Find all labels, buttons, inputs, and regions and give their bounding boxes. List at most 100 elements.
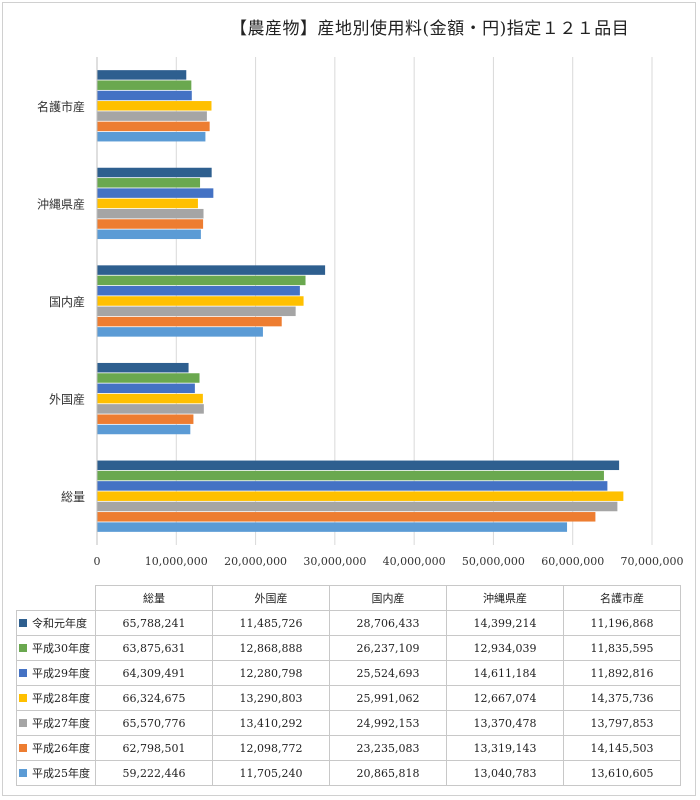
bar bbox=[97, 70, 187, 80]
table-cell: 12,098,772 bbox=[212, 735, 330, 761]
bar bbox=[97, 208, 204, 219]
bar bbox=[97, 80, 192, 90]
bar bbox=[97, 121, 210, 132]
bar bbox=[97, 481, 608, 491]
legend-label: 平成28年度 bbox=[32, 692, 90, 705]
legend-key bbox=[19, 644, 27, 652]
legend-key bbox=[19, 619, 27, 627]
legend-key bbox=[19, 694, 27, 702]
table-header: 外国産 bbox=[212, 585, 330, 611]
table-corner bbox=[16, 585, 96, 611]
table-cell: 65,788,241 bbox=[95, 610, 213, 636]
table-cell: 12,667,074 bbox=[446, 685, 564, 711]
table-cell: 13,040,783 bbox=[446, 760, 564, 786]
legend-label: 平成30年度 bbox=[32, 642, 90, 655]
table-cell: 13,610,605 bbox=[563, 760, 681, 786]
x-tick-label: 10,000,000 bbox=[145, 555, 208, 568]
table-row-label: 平成25年度 bbox=[16, 760, 96, 786]
legend-label: 平成27年度 bbox=[32, 717, 90, 730]
category-label: 名護市産 bbox=[37, 99, 85, 114]
bar bbox=[97, 414, 194, 424]
bar bbox=[97, 491, 624, 501]
x-tick-label: 60,000,000 bbox=[541, 555, 604, 568]
bar bbox=[97, 316, 282, 327]
bar bbox=[97, 404, 204, 414]
chart-title: 【農産物】産地別使用料(金額・円)指定１２１品目 bbox=[230, 19, 630, 39]
bar bbox=[97, 424, 191, 435]
bar bbox=[97, 101, 212, 111]
x-tick-label: 70,000,000 bbox=[621, 555, 684, 568]
legend-key bbox=[19, 769, 27, 777]
x-tick-label: 0 bbox=[94, 555, 101, 568]
table-cell: 11,485,726 bbox=[212, 610, 330, 636]
table-cell: 26,237,109 bbox=[329, 635, 447, 661]
bar bbox=[97, 306, 296, 317]
bar bbox=[97, 373, 200, 383]
table-row: 令和元年度 65,788,241 11,485,726 28,706,433 14,39… bbox=[16, 610, 681, 636]
legend-label: 平成26年度 bbox=[32, 742, 90, 755]
bar bbox=[97, 111, 207, 121]
bar bbox=[97, 178, 201, 188]
bar bbox=[97, 362, 189, 373]
bars bbox=[97, 70, 624, 532]
table-row-label: 平成28年度 bbox=[16, 685, 96, 711]
x-tick-label: 40,000,000 bbox=[383, 555, 446, 568]
table-row: 平成26年度 62,798,501 12,098,772 23,235,083 13,3… bbox=[16, 735, 681, 761]
bar bbox=[97, 265, 326, 275]
bar bbox=[97, 512, 596, 522]
table-header: 名護市産 bbox=[563, 585, 681, 611]
category-label: 沖縄県産 bbox=[37, 196, 85, 211]
x-tick-labels: 0 10,000,000 20,000,000 30,000,000 40,000,00… bbox=[94, 555, 684, 568]
table-cell: 23,235,083 bbox=[329, 735, 447, 761]
table-header: 総量 bbox=[95, 585, 213, 611]
bar bbox=[97, 131, 206, 142]
bar bbox=[97, 229, 201, 240]
x-tick-label: 50,000,000 bbox=[462, 555, 525, 568]
table-cell: 63,875,631 bbox=[95, 635, 213, 661]
table-row: 平成30年度 63,875,631 12,868,888 26,237,109 12,9… bbox=[16, 635, 681, 661]
x-tick-label: 20,000,000 bbox=[224, 555, 287, 568]
table-row-label: 平成29年度 bbox=[16, 660, 96, 686]
table-cell: 14,399,214 bbox=[446, 610, 564, 636]
legend-key bbox=[19, 744, 27, 752]
table-cell: 13,410,292 bbox=[212, 710, 330, 736]
table-row: 平成28年度 66,324,675 13,290,803 25,991,062 12,6… bbox=[16, 685, 681, 711]
bar bbox=[97, 90, 192, 101]
table-cell: 13,290,803 bbox=[212, 685, 330, 711]
bar bbox=[97, 275, 306, 286]
legend-label: 令和元年度 bbox=[32, 617, 87, 630]
bar bbox=[97, 460, 620, 471]
table-cell: 28,706,433 bbox=[329, 610, 447, 636]
table-cell: 62,798,501 bbox=[95, 735, 213, 761]
table-cell: 14,611,184 bbox=[446, 660, 564, 686]
category-label: 国内産 bbox=[49, 294, 85, 309]
table-header: 国内産 bbox=[329, 585, 447, 611]
legend-key bbox=[19, 719, 27, 727]
bar bbox=[97, 393, 203, 404]
table-row-label: 令和元年度 bbox=[16, 610, 96, 636]
table-cell: 12,934,039 bbox=[446, 635, 564, 661]
bar bbox=[97, 327, 263, 337]
table-cell: 25,991,062 bbox=[329, 685, 447, 711]
bar bbox=[97, 198, 198, 209]
category-labels: 総量 外国産 国内産 沖縄県産 名護市産 bbox=[37, 99, 85, 504]
bar bbox=[97, 470, 604, 481]
x-tick-label: 30,000,000 bbox=[303, 555, 366, 568]
bar bbox=[97, 167, 212, 178]
table-cell: 11,196,868 bbox=[563, 610, 681, 636]
table-cell: 65,570,776 bbox=[95, 710, 213, 736]
table-row: 平成29年度 64,309,491 12,280,798 25,524,693 14,6… bbox=[16, 660, 681, 686]
table-row: 平成25年度 59,222,446 11,705,240 20,865,818 13,0… bbox=[16, 760, 681, 786]
table-cell: 59,222,446 bbox=[95, 760, 213, 786]
table-header: 沖縄県産 bbox=[446, 585, 564, 611]
category-label: 総量 bbox=[61, 490, 85, 504]
table-cell: 13,370,478 bbox=[446, 710, 564, 736]
table-cell: 66,324,675 bbox=[95, 685, 213, 711]
data-table: 総量 外国産 国内産 沖縄県産 名護市産 令和元年度 65,788,241 11,4… bbox=[16, 585, 681, 786]
table-row-label: 平成26年度 bbox=[16, 735, 96, 761]
table-cell: 13,797,853 bbox=[563, 710, 681, 736]
table-row: 平成27年度 65,570,776 13,410,292 24,992,153 13,3… bbox=[16, 710, 681, 736]
bar bbox=[97, 188, 214, 198]
table-cell: 14,375,736 bbox=[563, 685, 681, 711]
